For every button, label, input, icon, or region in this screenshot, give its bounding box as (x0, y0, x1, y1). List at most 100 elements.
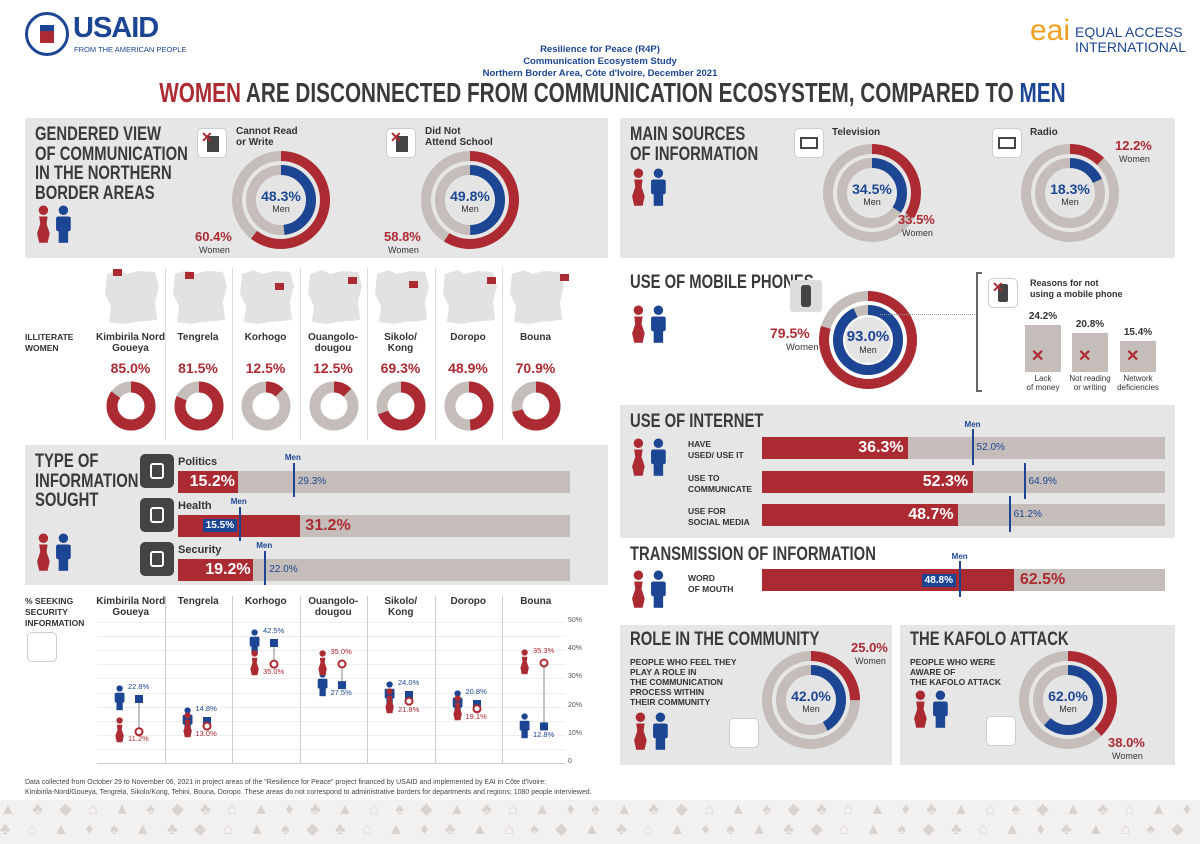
women-value: 12.2% (1115, 138, 1152, 153)
reason-label: Lack of money (1026, 374, 1060, 392)
region-name: Tengrela (177, 596, 219, 607)
woman-figure-icon (385, 687, 394, 713)
illiteracy-value: 48.9% (448, 360, 488, 376)
item-label: Cannot Read or Write (236, 126, 298, 148)
donut-center (447, 177, 493, 223)
region-name: Ouangolo-dougou (308, 332, 358, 354)
man-figure-icon (519, 713, 530, 739)
region-map-icon (240, 270, 294, 324)
phone-cross-icon: ✕ (988, 278, 1018, 308)
donut-center (1047, 170, 1093, 216)
women-value: 48.7% (908, 506, 954, 523)
source-label: Radio (1030, 127, 1058, 138)
dumbbell (472, 700, 481, 714)
usaid-tagline: FROM THE AMERICAN PEOPLE (74, 45, 187, 54)
woman-figure-icon (632, 438, 645, 476)
illiteracy-donut (444, 381, 493, 431)
men-arc (1035, 158, 1105, 228)
study-name: Communication Ecosystem Study (523, 56, 677, 67)
woman-figure-icon (632, 168, 645, 206)
illiteracy-arc (444, 381, 493, 431)
gridline (97, 720, 565, 722)
illiteracy-arc (241, 381, 291, 431)
women-label: Women (855, 656, 886, 666)
gridline (97, 636, 565, 638)
gridline (97, 650, 565, 652)
men-value: 61.2% (1013, 509, 1042, 520)
men-marker (1023, 463, 1026, 499)
women-point (337, 659, 346, 669)
women-point (472, 704, 481, 714)
column-divider (367, 596, 368, 764)
column-divider (434, 596, 436, 764)
network-cross-icon: ✕ (1120, 341, 1156, 372)
eai-name-2: INTERNATIONAL (1075, 39, 1186, 55)
men-value: 42.0% (791, 688, 831, 704)
men-value: 48.3% (261, 188, 301, 204)
women-value: 58.8% (384, 229, 421, 244)
women-point (539, 658, 549, 668)
soldier-icon (27, 632, 57, 662)
men-point (472, 700, 481, 709)
internet-use-label: USE FOR SOCIAL MEDIA (688, 506, 750, 527)
y-tick-label: 20% (568, 701, 583, 709)
woman-figure-icon (452, 695, 462, 721)
men-value: 93.0% (846, 328, 890, 345)
usaid-logo: USAID FROM THE AMERICAN PEOPLE (25, 12, 187, 57)
woman-figure-icon (520, 649, 529, 675)
women-point (269, 659, 279, 669)
women-value: 35.0% (330, 647, 352, 657)
country-shape (172, 270, 227, 324)
illiteracy-donut (376, 381, 426, 431)
source-label: Television (832, 127, 881, 138)
women-value: 15.2% (189, 473, 235, 490)
role-text: PEOPLE WHO FEEL THEY PLAY A ROLE IN THE CO… (630, 657, 737, 707)
men-value: 52.0% (976, 442, 1005, 453)
men-arc (1033, 665, 1103, 735)
women-value: 36.3% (858, 439, 904, 456)
info-sought-title: TYPE OF INFORMATION SOUGHT (35, 451, 139, 511)
women-point (134, 726, 144, 736)
women-value: 60.4% (195, 229, 232, 244)
bar-track (178, 471, 570, 493)
men-marker (971, 429, 974, 465)
men-value: 24.0% (398, 678, 420, 688)
men-marker-label: Men (230, 497, 247, 506)
men-marker (292, 463, 295, 497)
women-value: 52.3% (922, 473, 969, 490)
gridline (97, 706, 565, 708)
illiteracy-donut (106, 381, 156, 431)
region-name: Ouangolo-dougou (308, 596, 359, 618)
women-value: 19.2% (205, 561, 251, 578)
column-divider (502, 268, 503, 440)
women-arc (232, 151, 330, 249)
y-tick-label: 10% (568, 729, 583, 737)
illiteracy-arc (174, 381, 223, 431)
men-arc (246, 165, 316, 235)
region-name: Kimbirila Nord Goueya (96, 596, 166, 618)
women-value: 21.8% (398, 704, 420, 714)
television-icon (794, 128, 824, 158)
women-value: 19.1% (465, 712, 487, 722)
illiteracy-donut (241, 381, 291, 431)
woman-figure-icon (317, 650, 327, 676)
region-highlight (409, 281, 418, 288)
men-arc (837, 158, 907, 228)
internet-bar (762, 471, 1165, 493)
footnote: Data collected from October 29 to Novemb… (25, 779, 592, 796)
region-highlight (184, 272, 194, 279)
soldier-icon (140, 542, 174, 576)
gridline (97, 692, 565, 694)
women-point (202, 721, 211, 731)
women-value: 35.3% (533, 646, 555, 656)
donut-center (258, 177, 304, 223)
reason-label: Not reading or writing (1069, 374, 1111, 392)
women-label: Women (902, 228, 933, 238)
column-divider (299, 268, 301, 440)
women-point (404, 697, 414, 707)
woman-figure-icon (632, 570, 645, 608)
column-divider (502, 596, 503, 764)
region-name: Doropo (450, 332, 486, 343)
item-label: Did Not Attend School (425, 126, 493, 148)
men-point (337, 681, 346, 690)
